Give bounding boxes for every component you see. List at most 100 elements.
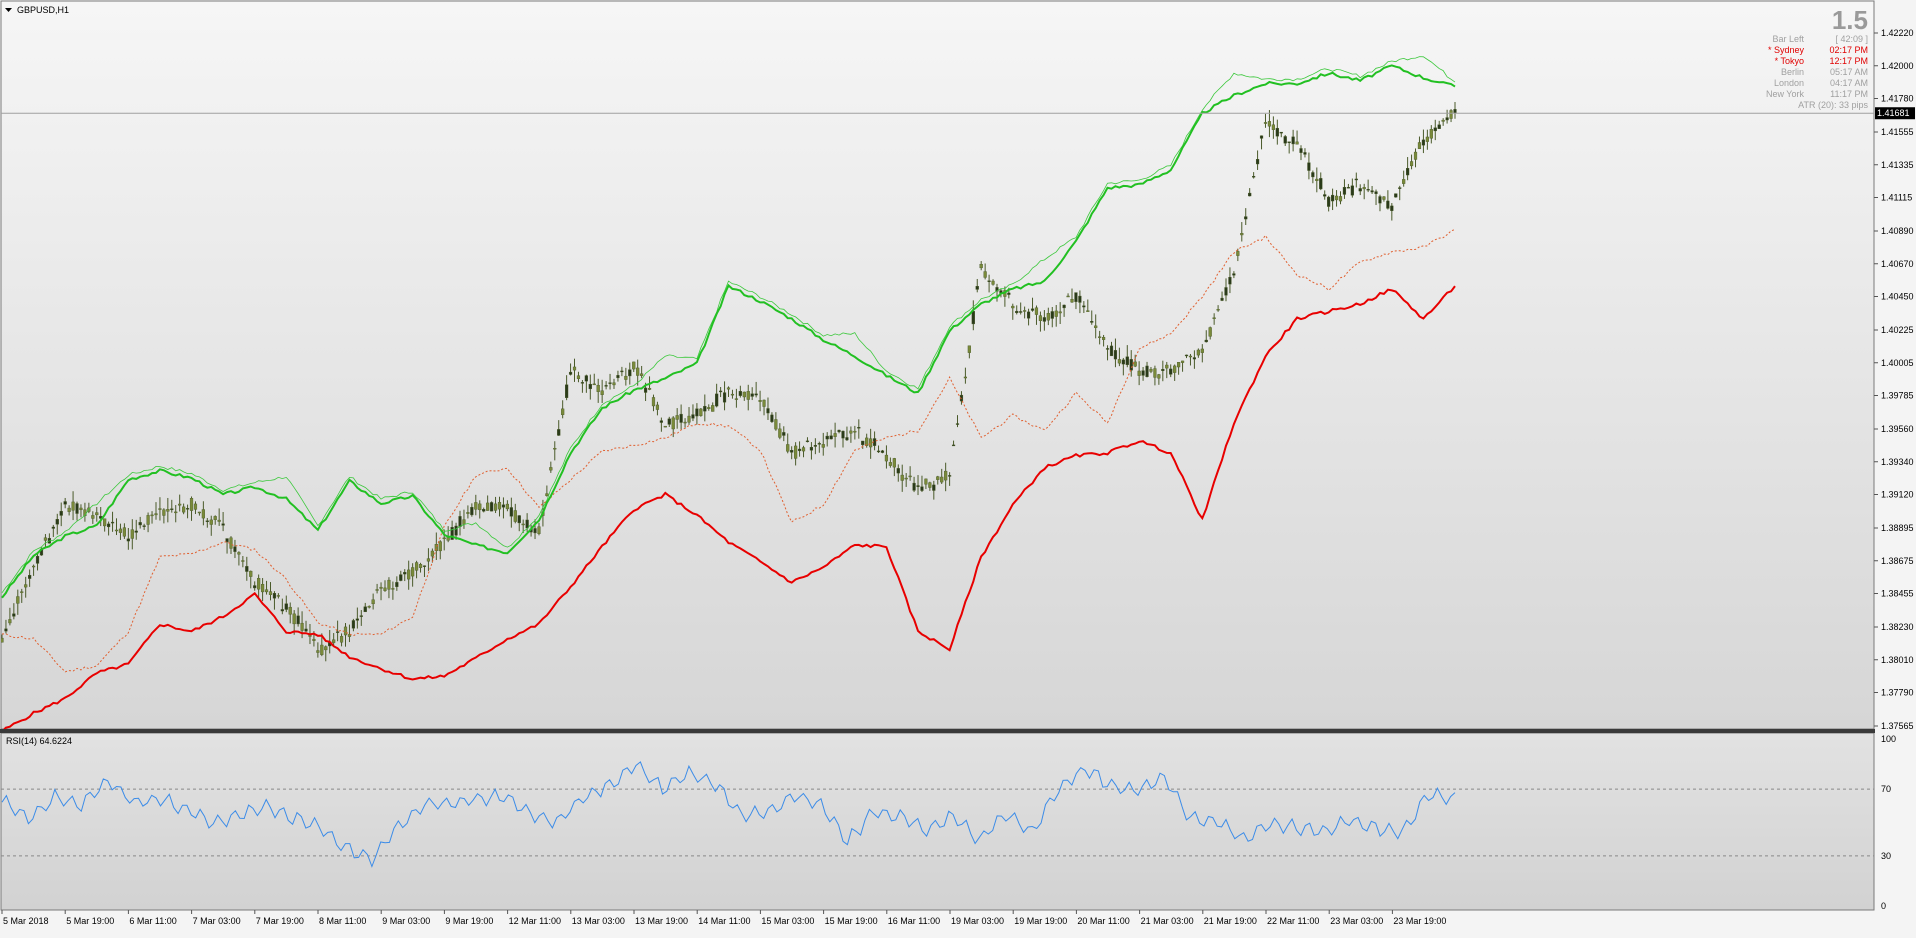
price-tick-label: 1.41335	[1881, 160, 1914, 170]
candle-body	[896, 468, 900, 474]
candle-body	[1327, 196, 1331, 207]
candle-body	[296, 615, 300, 625]
candle-body	[643, 387, 648, 393]
candle-body	[1445, 117, 1449, 121]
info-row-label: Berlin	[1781, 67, 1804, 77]
candle-body	[379, 586, 383, 589]
main-pane[interactable]	[0, 0, 1875, 730]
candle-body	[841, 430, 845, 439]
candle-body	[1169, 368, 1173, 375]
candle-body	[754, 393, 758, 396]
time-tick-label: 21 Mar 03:00	[1141, 916, 1194, 926]
lower-band-line	[3, 285, 1456, 729]
candle-body	[924, 478, 928, 485]
price-tick-label: 1.40890	[1881, 226, 1914, 236]
dropdown-triangle-icon[interactable]	[5, 8, 12, 12]
candle-body	[1042, 317, 1046, 322]
candle-body	[292, 613, 296, 625]
candle-body	[1437, 124, 1441, 129]
candle-body	[371, 599, 375, 605]
candle-body	[1086, 310, 1090, 312]
candle-body	[703, 405, 707, 412]
candle-body	[1299, 148, 1303, 153]
candle-body	[837, 429, 841, 433]
candle-body	[853, 430, 857, 433]
candle-body	[695, 408, 699, 417]
candle-body	[422, 565, 427, 567]
candle-body	[1311, 172, 1315, 178]
candle-body	[1323, 194, 1327, 197]
candle-body	[1331, 194, 1335, 202]
candle-body	[59, 510, 63, 516]
candle-body	[549, 467, 553, 471]
candle-body	[189, 498, 194, 511]
candle-body	[324, 646, 328, 651]
candle-body	[395, 582, 399, 587]
candle-body	[280, 609, 284, 612]
candle-body	[608, 382, 612, 384]
price-tick-label: 1.39120	[1881, 490, 1914, 500]
candle-body	[845, 437, 849, 441]
candle-body	[1370, 190, 1374, 193]
candle-body	[1046, 313, 1050, 321]
candle-body	[1390, 205, 1394, 211]
candle-body	[209, 519, 213, 525]
candle-body	[1366, 189, 1370, 191]
candle-body	[1228, 277, 1232, 285]
candle-body	[1121, 359, 1125, 365]
price-tick-label: 1.38230	[1881, 622, 1914, 632]
time-axis: 5 Mar 2018 5 Mar 19:00 6 Mar 11:00 7 Mar 03…	[1, 910, 1446, 926]
rsi-pane[interactable]	[0, 732, 1875, 911]
candle-body	[1409, 161, 1414, 167]
rsi-plot	[1, 761, 1874, 868]
candle-body	[1066, 295, 1070, 298]
candle-body	[1240, 233, 1244, 236]
candle-body	[4, 628, 8, 632]
candle-body	[391, 588, 395, 590]
candle-body	[414, 562, 419, 571]
rsi-level-label: 70	[1881, 784, 1891, 794]
candle-body	[497, 502, 502, 510]
candle-body	[928, 482, 932, 488]
candle-body	[320, 644, 324, 655]
candle-body	[363, 606, 367, 613]
candle-body	[1188, 355, 1193, 358]
candle-body	[509, 507, 513, 517]
candle-body	[1090, 321, 1094, 323]
candle-body	[24, 584, 28, 588]
candle-body	[411, 567, 415, 577]
price-tick-label: 1.40670	[1881, 259, 1914, 269]
candle-body	[1101, 337, 1106, 340]
candle-body	[1173, 365, 1177, 373]
candle-body	[991, 280, 995, 285]
candle-body	[1307, 162, 1311, 171]
price-tick-label: 1.38455	[1881, 589, 1914, 599]
candle-body	[138, 522, 142, 526]
time-tick-label: 6 Mar 11:00	[129, 916, 176, 926]
candle-body	[284, 603, 288, 610]
candle-body	[150, 514, 154, 517]
symbol-header[interactable]: GBPUSD,H1	[5, 5, 69, 15]
candle-body	[774, 419, 778, 430]
candle-body	[1338, 196, 1343, 202]
candle-body	[1350, 185, 1354, 196]
candle-body	[865, 437, 869, 446]
candle-body	[963, 376, 968, 379]
candle-body	[355, 618, 359, 621]
candle-body	[75, 503, 79, 514]
candle-body	[1417, 142, 1422, 150]
price-tick-label: 1.41555	[1881, 127, 1914, 137]
candle-body	[1378, 196, 1382, 204]
candle-body	[1224, 287, 1228, 296]
candle-body	[525, 519, 529, 529]
candle-body	[936, 476, 940, 480]
candle-body	[758, 400, 762, 402]
atr-label: ATR (20): 33 pips	[1798, 100, 1868, 110]
current-price-label: 1.41681	[1877, 108, 1910, 118]
time-tick-label: 15 Mar 03:00	[761, 916, 814, 926]
candle-body	[790, 450, 794, 453]
upper-thin-line	[1, 56, 1456, 594]
pane-separator[interactable]	[0, 729, 1875, 733]
